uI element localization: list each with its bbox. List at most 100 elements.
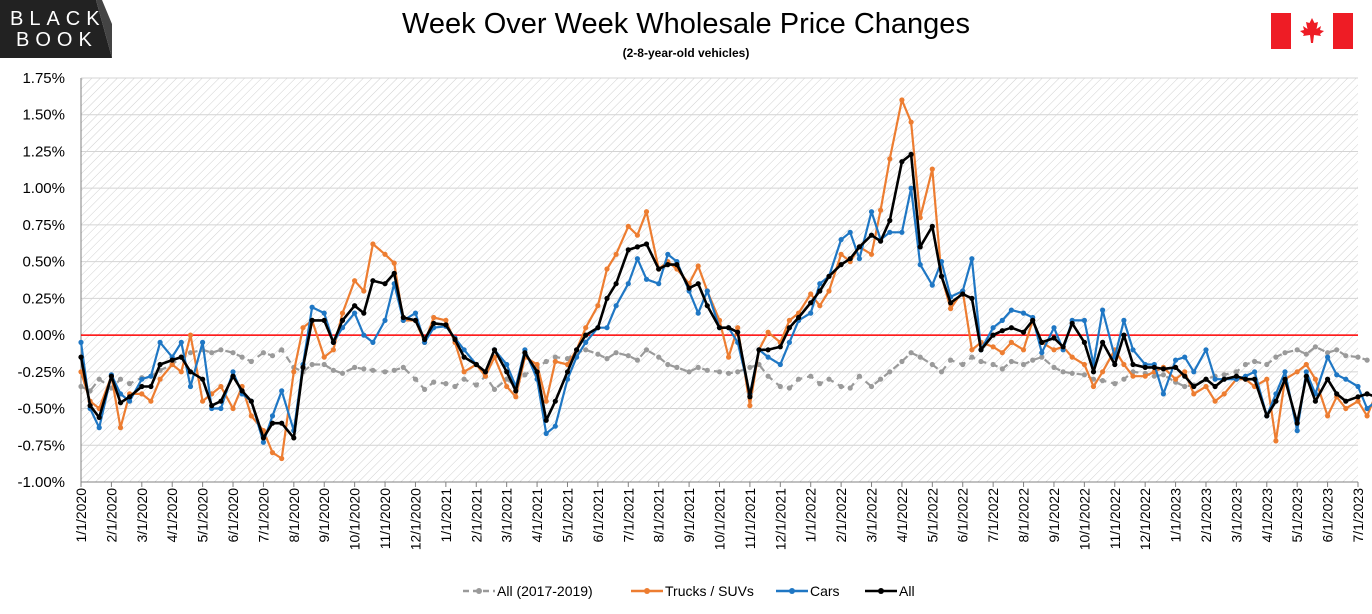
data-point — [178, 369, 184, 375]
data-point — [999, 328, 1005, 334]
x-tick-label: 1/1/2022 — [803, 488, 819, 543]
data-point — [1325, 354, 1331, 360]
data-point — [796, 376, 802, 382]
data-point — [330, 347, 336, 353]
data-point — [1160, 366, 1166, 372]
data-point — [1343, 405, 1349, 412]
data-point — [361, 288, 367, 294]
data-point — [543, 398, 549, 404]
data-point — [1051, 325, 1057, 331]
data-point — [929, 166, 935, 172]
data-point — [370, 241, 376, 247]
data-point — [665, 361, 671, 368]
data-point — [1039, 339, 1045, 345]
data-point — [1069, 354, 1075, 360]
data-point — [339, 317, 346, 323]
data-point — [1130, 347, 1136, 353]
data-point — [948, 306, 954, 312]
data-point — [1212, 376, 1218, 382]
data-point — [352, 303, 358, 309]
data-point — [726, 370, 732, 376]
x-tick-label: 8/1/2021 — [651, 488, 667, 543]
data-point — [87, 403, 93, 409]
data-point — [239, 354, 245, 360]
data-point — [817, 381, 823, 387]
data-point — [643, 347, 650, 353]
data-point — [461, 354, 467, 360]
data-point — [1030, 357, 1036, 363]
data-point — [291, 369, 297, 375]
data-point — [482, 369, 488, 375]
data-point — [108, 373, 114, 379]
data-point — [999, 350, 1005, 356]
logo-text-bottom: BOOK — [16, 29, 98, 51]
data-point — [1303, 373, 1309, 379]
data-point — [443, 322, 449, 328]
data-point — [473, 382, 479, 388]
data-point — [643, 241, 650, 247]
data-point — [796, 314, 802, 321]
data-point — [1051, 347, 1057, 353]
x-tick-label: 6/1/2022 — [955, 488, 971, 543]
data-point — [218, 405, 224, 412]
data-point — [1252, 358, 1258, 365]
data-point — [695, 364, 701, 370]
data-point — [291, 435, 297, 441]
data-point — [1030, 317, 1036, 323]
x-tick-label: 4/1/2023 — [1259, 488, 1275, 543]
data-point — [978, 347, 984, 353]
data-point — [1160, 372, 1166, 378]
data-point — [431, 314, 437, 321]
data-point — [695, 263, 701, 269]
data-point — [1242, 376, 1249, 382]
data-point — [491, 347, 498, 353]
data-point — [908, 350, 914, 356]
data-point — [1364, 413, 1370, 419]
data-point — [1273, 354, 1279, 360]
data-point — [1264, 376, 1270, 382]
data-point — [1294, 369, 1300, 375]
data-point — [1325, 413, 1331, 419]
data-point — [178, 339, 184, 345]
data-point — [279, 420, 285, 426]
data-point — [969, 347, 975, 353]
data-point — [461, 369, 467, 375]
y-tick-label: 0.75% — [22, 217, 65, 234]
legend-label: Trucks / SUVs — [665, 583, 754, 599]
data-point — [948, 357, 954, 363]
data-point — [625, 353, 631, 359]
data-point — [370, 278, 376, 284]
x-tick-label: 6/1/2020 — [225, 488, 241, 543]
legend-marker — [878, 588, 884, 594]
y-tick-label: 1.50% — [22, 107, 65, 124]
data-point — [169, 361, 175, 368]
data-point — [382, 251, 388, 257]
y-tick-label: 1.25% — [22, 143, 65, 160]
data-point — [604, 266, 610, 272]
data-point — [786, 385, 793, 391]
legend-marker — [789, 588, 795, 594]
y-tick-label: 0.25% — [22, 290, 65, 307]
data-point — [1008, 358, 1015, 365]
data-point — [704, 288, 710, 294]
data-point — [1182, 354, 1188, 360]
data-point — [786, 317, 793, 323]
data-point — [613, 251, 619, 257]
data-point — [583, 332, 589, 338]
data-point — [1151, 364, 1157, 370]
legend-marker — [476, 588, 482, 594]
data-point — [552, 423, 558, 429]
data-point — [78, 354, 84, 360]
data-point — [339, 310, 346, 316]
data-point — [1069, 370, 1075, 376]
data-point — [1264, 361, 1270, 368]
data-point — [321, 317, 327, 323]
data-point — [1121, 317, 1127, 323]
data-point — [370, 367, 376, 373]
data-point — [765, 347, 771, 353]
y-tick-label: -0.25% — [17, 364, 65, 381]
data-point — [847, 385, 853, 391]
data-point — [1051, 364, 1057, 370]
data-point — [1233, 373, 1239, 379]
data-point — [613, 303, 619, 309]
